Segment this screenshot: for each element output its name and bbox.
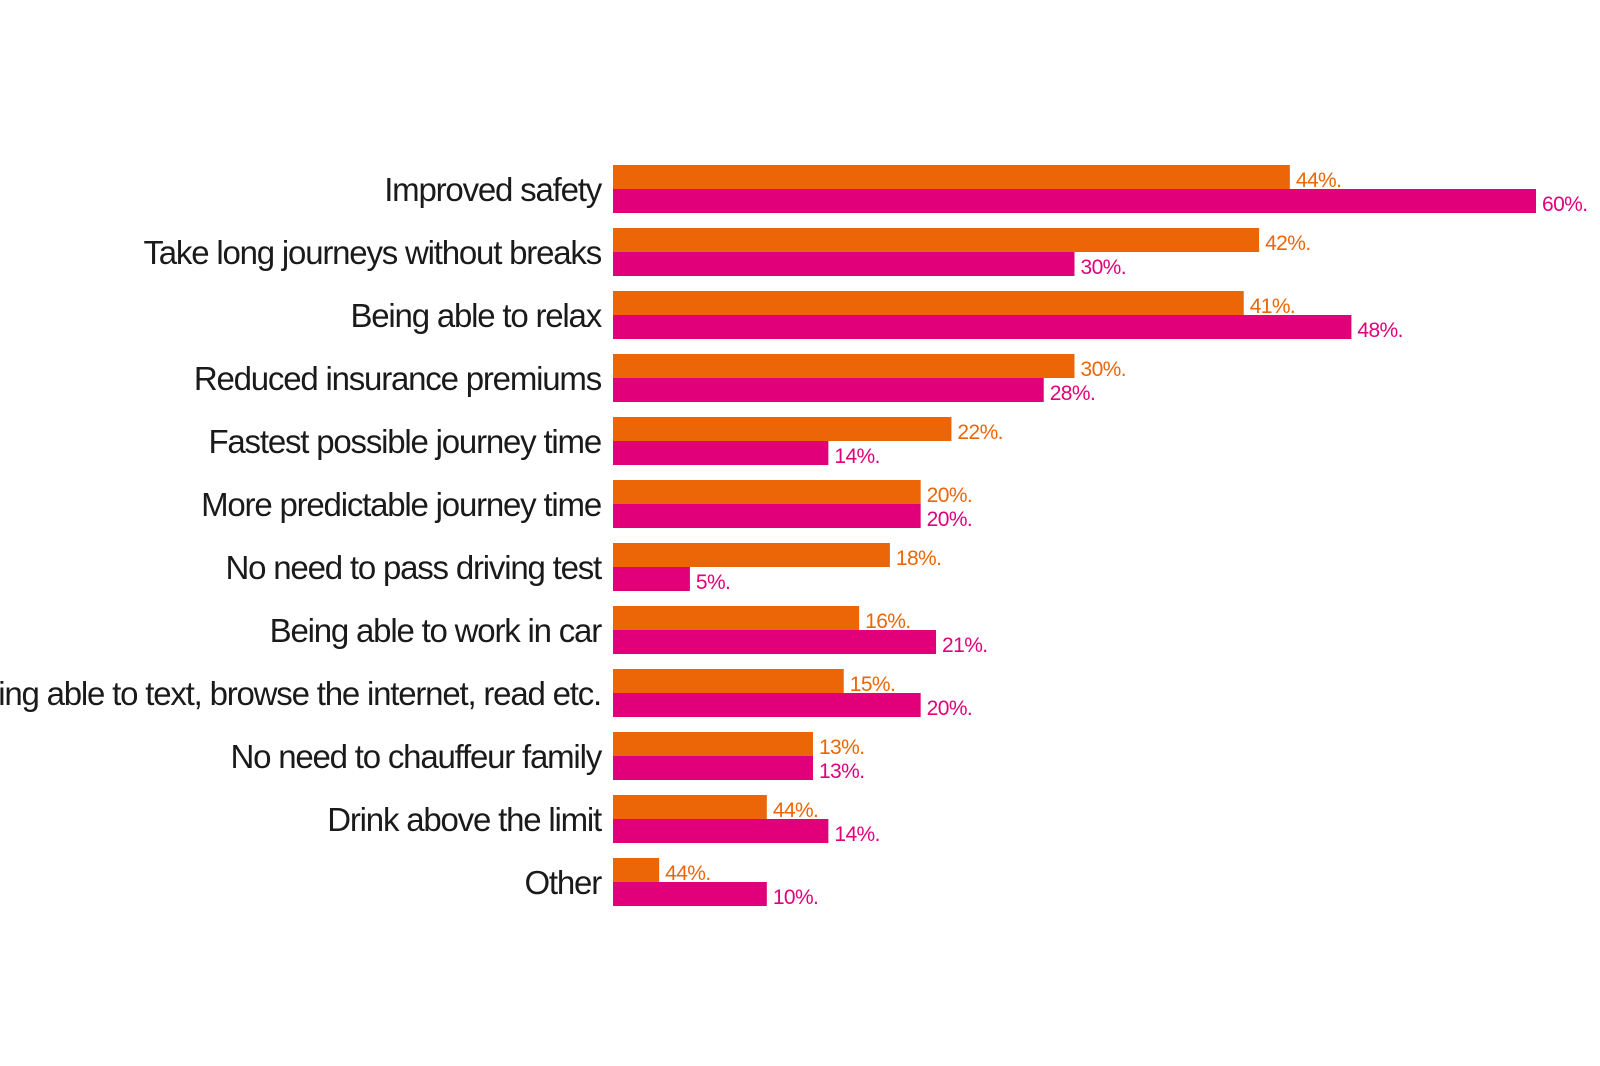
- value-label-series-1: 20%.: [927, 484, 972, 507]
- bar-series-1: [613, 354, 1075, 378]
- category-label: No need to pass driving test: [226, 549, 602, 586]
- category-label: Being able to text, browse the internet,…: [0, 675, 601, 712]
- value-label-series-2: 13%.: [819, 760, 864, 783]
- value-label-series-1: 41%.: [1250, 295, 1295, 318]
- bar-series-1: [613, 480, 921, 504]
- bar-series-2: [613, 378, 1044, 402]
- value-label-series-1: 13%.: [819, 736, 864, 759]
- value-label-series-1: 18%.: [896, 547, 941, 570]
- bar-series-1: [613, 669, 844, 693]
- value-label-series-2: 30%.: [1081, 256, 1126, 279]
- bar-series-2: [613, 315, 1352, 339]
- bars: [613, 165, 1536, 906]
- category-label: Being able to work in car: [270, 612, 603, 649]
- category-label: Improved safety: [384, 171, 602, 208]
- bar-series-1: [613, 543, 890, 567]
- value-label-series-2: 10%.: [773, 886, 818, 909]
- value-label-series-2: 28%.: [1050, 382, 1095, 405]
- value-label-series-1: 44%.: [1296, 169, 1341, 192]
- bar-series-2: [613, 630, 937, 654]
- bar-series-2: [613, 693, 921, 717]
- value-label-series-2: 5%.: [696, 571, 730, 594]
- value-label-series-2: 20%.: [927, 508, 972, 531]
- bar-series-2: [613, 189, 1536, 213]
- value-label-series-1: 16%.: [865, 610, 910, 633]
- value-label-series-1: 44%.: [773, 799, 818, 822]
- value-label-series-2: 14%.: [834, 823, 879, 846]
- category-label: Other: [524, 864, 602, 901]
- value-label-series-1: 15%.: [850, 673, 895, 696]
- bar-series-1: [613, 417, 952, 441]
- value-label-series-2: 48%.: [1357, 319, 1402, 342]
- value-label-series-1: 22%.: [957, 421, 1002, 444]
- category-label: Take long journeys without breaks: [143, 234, 601, 271]
- bar-series-2: [613, 504, 921, 528]
- category-label: No need to chauffeur family: [230, 738, 602, 775]
- value-label-series-2: 60%.: [1542, 193, 1587, 216]
- value-label-series-2: 14%.: [834, 445, 879, 468]
- bar-series-2: [613, 819, 829, 843]
- category-label: Being able to relax: [350, 297, 602, 334]
- category-label: Reduced insurance premiums: [194, 360, 602, 397]
- bar-series-1: [613, 858, 660, 882]
- bar-series-2: [613, 441, 829, 465]
- bar-series-1: [613, 732, 813, 756]
- category-label: Drink above the limit: [327, 801, 602, 838]
- bar-series-1: [613, 165, 1290, 189]
- value-label-series-1: 44%.: [665, 862, 710, 885]
- value-label-series-2: 20%.: [927, 697, 972, 720]
- bar-series-1: [613, 291, 1244, 315]
- value-label-series-1: 42%.: [1265, 232, 1310, 255]
- bar-series-1: [613, 795, 767, 819]
- category-label: More predictable journey time: [201, 486, 601, 523]
- bar-series-1: [613, 606, 860, 630]
- category-label: Fastest possible journey time: [208, 423, 601, 460]
- value-label-series-2: 21%.: [942, 634, 987, 657]
- bar-series-2: [613, 567, 690, 591]
- category-labels: Improved safety Take long journeys withou…: [0, 171, 604, 901]
- bar-series-2: [613, 756, 813, 780]
- bar-series-2: [613, 882, 767, 906]
- value-labels: 44%.60%.42%.30%.41%.48%.30%.28%.22%.14%.…: [665, 169, 1588, 909]
- value-label-series-1: 30%.: [1081, 358, 1126, 381]
- bar-series-1: [613, 228, 1260, 252]
- bar-series-2: [613, 252, 1075, 276]
